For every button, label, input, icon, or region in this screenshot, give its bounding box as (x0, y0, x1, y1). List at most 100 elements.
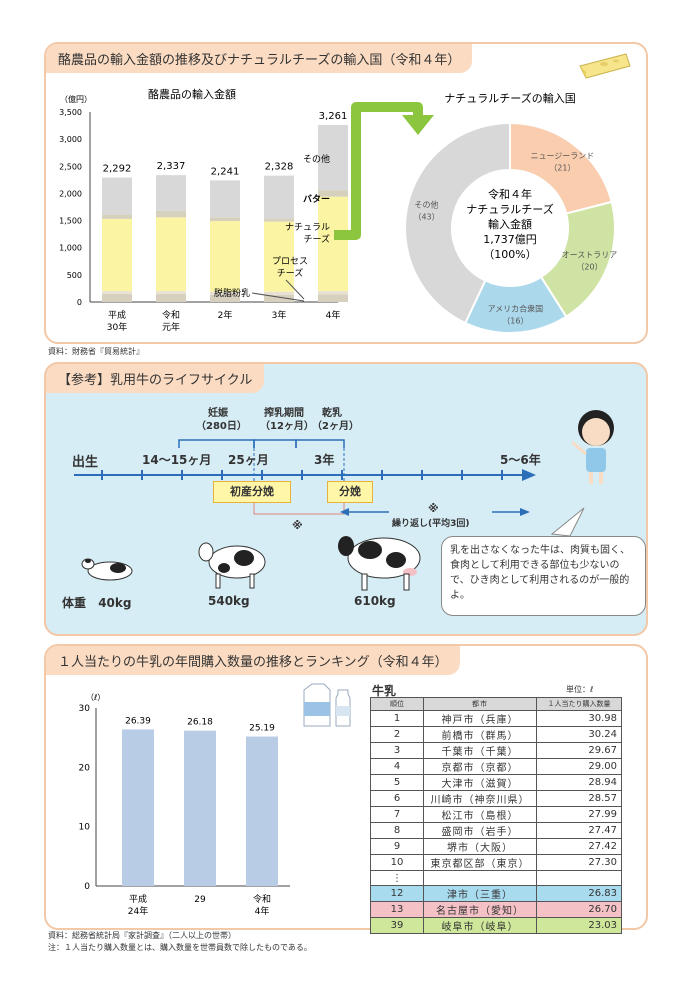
bar1-segment (210, 180, 240, 218)
bar1-total: 2,292 (103, 164, 132, 175)
bar2-ytick: 20 (79, 763, 91, 773)
bar1-ytick: 0 (77, 298, 82, 307)
label-milking-len: （12ヶ月） (260, 421, 314, 432)
table-cell-value: 27.30 (536, 854, 622, 871)
table-cell-city: 津市（三重） (423, 885, 537, 902)
table-cell-city: 千葉市（千葉） (423, 742, 537, 759)
bar2-ylabel: （ℓ） (86, 693, 105, 702)
table-cell-city: 神戸市（兵庫） (423, 710, 537, 727)
bar1-segment (318, 294, 348, 302)
table-cell-rank: 6 (370, 790, 424, 807)
pie-center-text: （100%） (483, 248, 536, 261)
bar1-segment (264, 175, 294, 219)
bar1-ytick: 2,000 (59, 189, 82, 198)
bar1-segment (102, 291, 132, 294)
bar1-ytick: 3,000 (59, 135, 82, 144)
bar1-category: 2年 (218, 309, 233, 321)
weight-cow: 610kg (354, 594, 396, 608)
table-title: 牛乳 (372, 684, 397, 698)
table-unit: 単位：ℓ (566, 685, 594, 694)
pie-slice-value: （43） (413, 212, 439, 221)
legend-natural-cheese: ナチュラル (285, 222, 330, 233)
mark-2: ※ (428, 502, 439, 515)
bar1-total: 2,328 (265, 162, 294, 173)
cow-icon (338, 536, 421, 591)
label-pregnancy-days: （280日） (196, 421, 247, 432)
pie-center-text: 輸入金額 (488, 217, 532, 231)
pie-slice-value: （16） (502, 316, 528, 325)
bar1-ytick: 1,000 (59, 244, 82, 253)
bar1-total: 2,337 (157, 161, 186, 172)
pie-center-text: ナチュラルチーズ (466, 202, 553, 216)
milk-panel-title: １人当たりの牛乳の年間購入数量の推移とランキング（令和４年） (46, 646, 460, 675)
bar1-segment (210, 291, 240, 295)
table-cell-city: 大津市（滋賀） (423, 774, 537, 791)
pie-slice-value: （20） (576, 262, 602, 271)
bar1-category: 令和 (162, 309, 180, 321)
table-cell-value: 30.24 (536, 726, 622, 743)
bar2-category: 令和 (253, 893, 271, 905)
table-cell-city: 名古屋市（愛知） (423, 901, 537, 918)
bar1-segment (156, 293, 186, 302)
green-arrow-icon (334, 102, 434, 240)
bar1-category: 元年 (162, 321, 180, 333)
bar2-bar (184, 730, 216, 886)
table-cell-rank: 12 (370, 885, 424, 902)
pie-slice (404, 121, 511, 325)
table-cell-value: 28.94 (536, 774, 622, 791)
bar2-ytick: 10 (79, 823, 91, 833)
table-cell-value: 30.98 (536, 710, 622, 727)
label-14-15-months: 14～15ヶ月 (142, 453, 212, 467)
table-header-row: 順位 都市 １人当たり購入数量 (370, 697, 622, 711)
table-cell-value: 26.70 (536, 901, 622, 918)
table-row: 10 東京都区部（東京） 27.30 (370, 854, 622, 871)
bar2-ytick: 0 (84, 882, 90, 892)
bar1-segment (318, 124, 348, 191)
pie-center-text: 令和４年 (488, 187, 532, 201)
bar1-segment (264, 294, 294, 302)
table-cell-value (536, 870, 622, 886)
table-cell-rank: 13 (370, 901, 424, 918)
bar1-segment (102, 214, 132, 219)
table-cell-rank: 2 (370, 726, 424, 743)
table-row: 6 川崎市（神奈川県） 28.57 (370, 790, 622, 807)
table-cell-value: 27.42 (536, 838, 622, 855)
bar1-segment (318, 190, 348, 197)
bar2-category: 平成 (129, 893, 147, 905)
bar1-segment (264, 221, 294, 292)
bar1-segment (156, 175, 186, 211)
label-3-years: 3年 (314, 453, 335, 467)
bar1-segment (156, 210, 186, 218)
table-cell-city: 川崎市（神奈川県） (423, 790, 537, 807)
milk-source: 資料：総務省統計局『家計調査』（二人以上の世帯） (48, 931, 236, 940)
weight-heifer: 540kg (208, 594, 250, 608)
bar2-value-label: 25.19 (249, 724, 275, 734)
first-calving-badge: 初産分娩 (213, 481, 291, 503)
calf-icon (81, 558, 133, 581)
cheese-icon (579, 53, 631, 79)
bar1-segment (102, 218, 132, 292)
bar2-bar (246, 736, 278, 886)
bar1-category: 平成 (108, 309, 126, 321)
legend-other: その他 (303, 153, 330, 165)
table-row: 2 前橋市（群馬） 30.24 (370, 726, 622, 743)
bar1-segment (264, 218, 294, 222)
label-dry: 乾乳 (322, 408, 342, 419)
bar1-segment (102, 177, 132, 215)
table-cell-rank: 7 (370, 806, 424, 823)
import-source: 資料：財務省『貿易統計』 (48, 347, 144, 356)
bar1-segment (264, 291, 294, 295)
table-cell-value: 26.83 (536, 885, 622, 902)
bar2-bar (122, 729, 154, 886)
legend-butter: バター (303, 193, 330, 205)
table-cell-rank: 1 (370, 710, 424, 727)
bar1-segment (210, 217, 240, 222)
dairy-import-bar-chart: 酪農品の輸入金額 （億円） 0 500 1,000 1,500 2,000 2,500 3,00… (59, 87, 348, 333)
speech-bubble: 乳を出さなくなった牛は、肉質も固く、食肉として利用できる部位も少ないので、ひき肉… (441, 536, 646, 616)
table-cell-rank: 8 (370, 822, 424, 839)
table-cell-value: 28.57 (536, 790, 622, 807)
pie-slice-label: その他 (415, 199, 439, 209)
table-cell-value: 27.99 (536, 806, 622, 823)
